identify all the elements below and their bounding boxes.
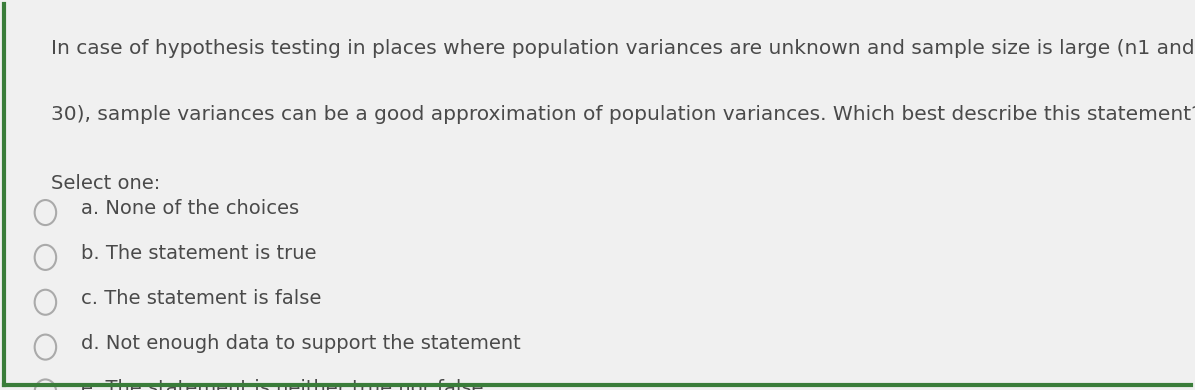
- Text: c. The statement is false: c. The statement is false: [81, 289, 321, 308]
- Text: Select one:: Select one:: [51, 174, 160, 193]
- Text: b. The statement is true: b. The statement is true: [81, 244, 317, 263]
- Text: d. Not enough data to support the statement: d. Not enough data to support the statem…: [81, 334, 521, 353]
- Text: In case of hypothesis testing in places where population variances are unknown a: In case of hypothesis testing in places …: [51, 39, 1195, 58]
- Text: e. The statement is neither true nor false: e. The statement is neither true nor fal…: [81, 379, 484, 390]
- Text: 30), sample variances can be a good approximation of population variances. Which: 30), sample variances can be a good appr…: [51, 105, 1195, 124]
- Text: a. None of the choices: a. None of the choices: [81, 199, 300, 218]
